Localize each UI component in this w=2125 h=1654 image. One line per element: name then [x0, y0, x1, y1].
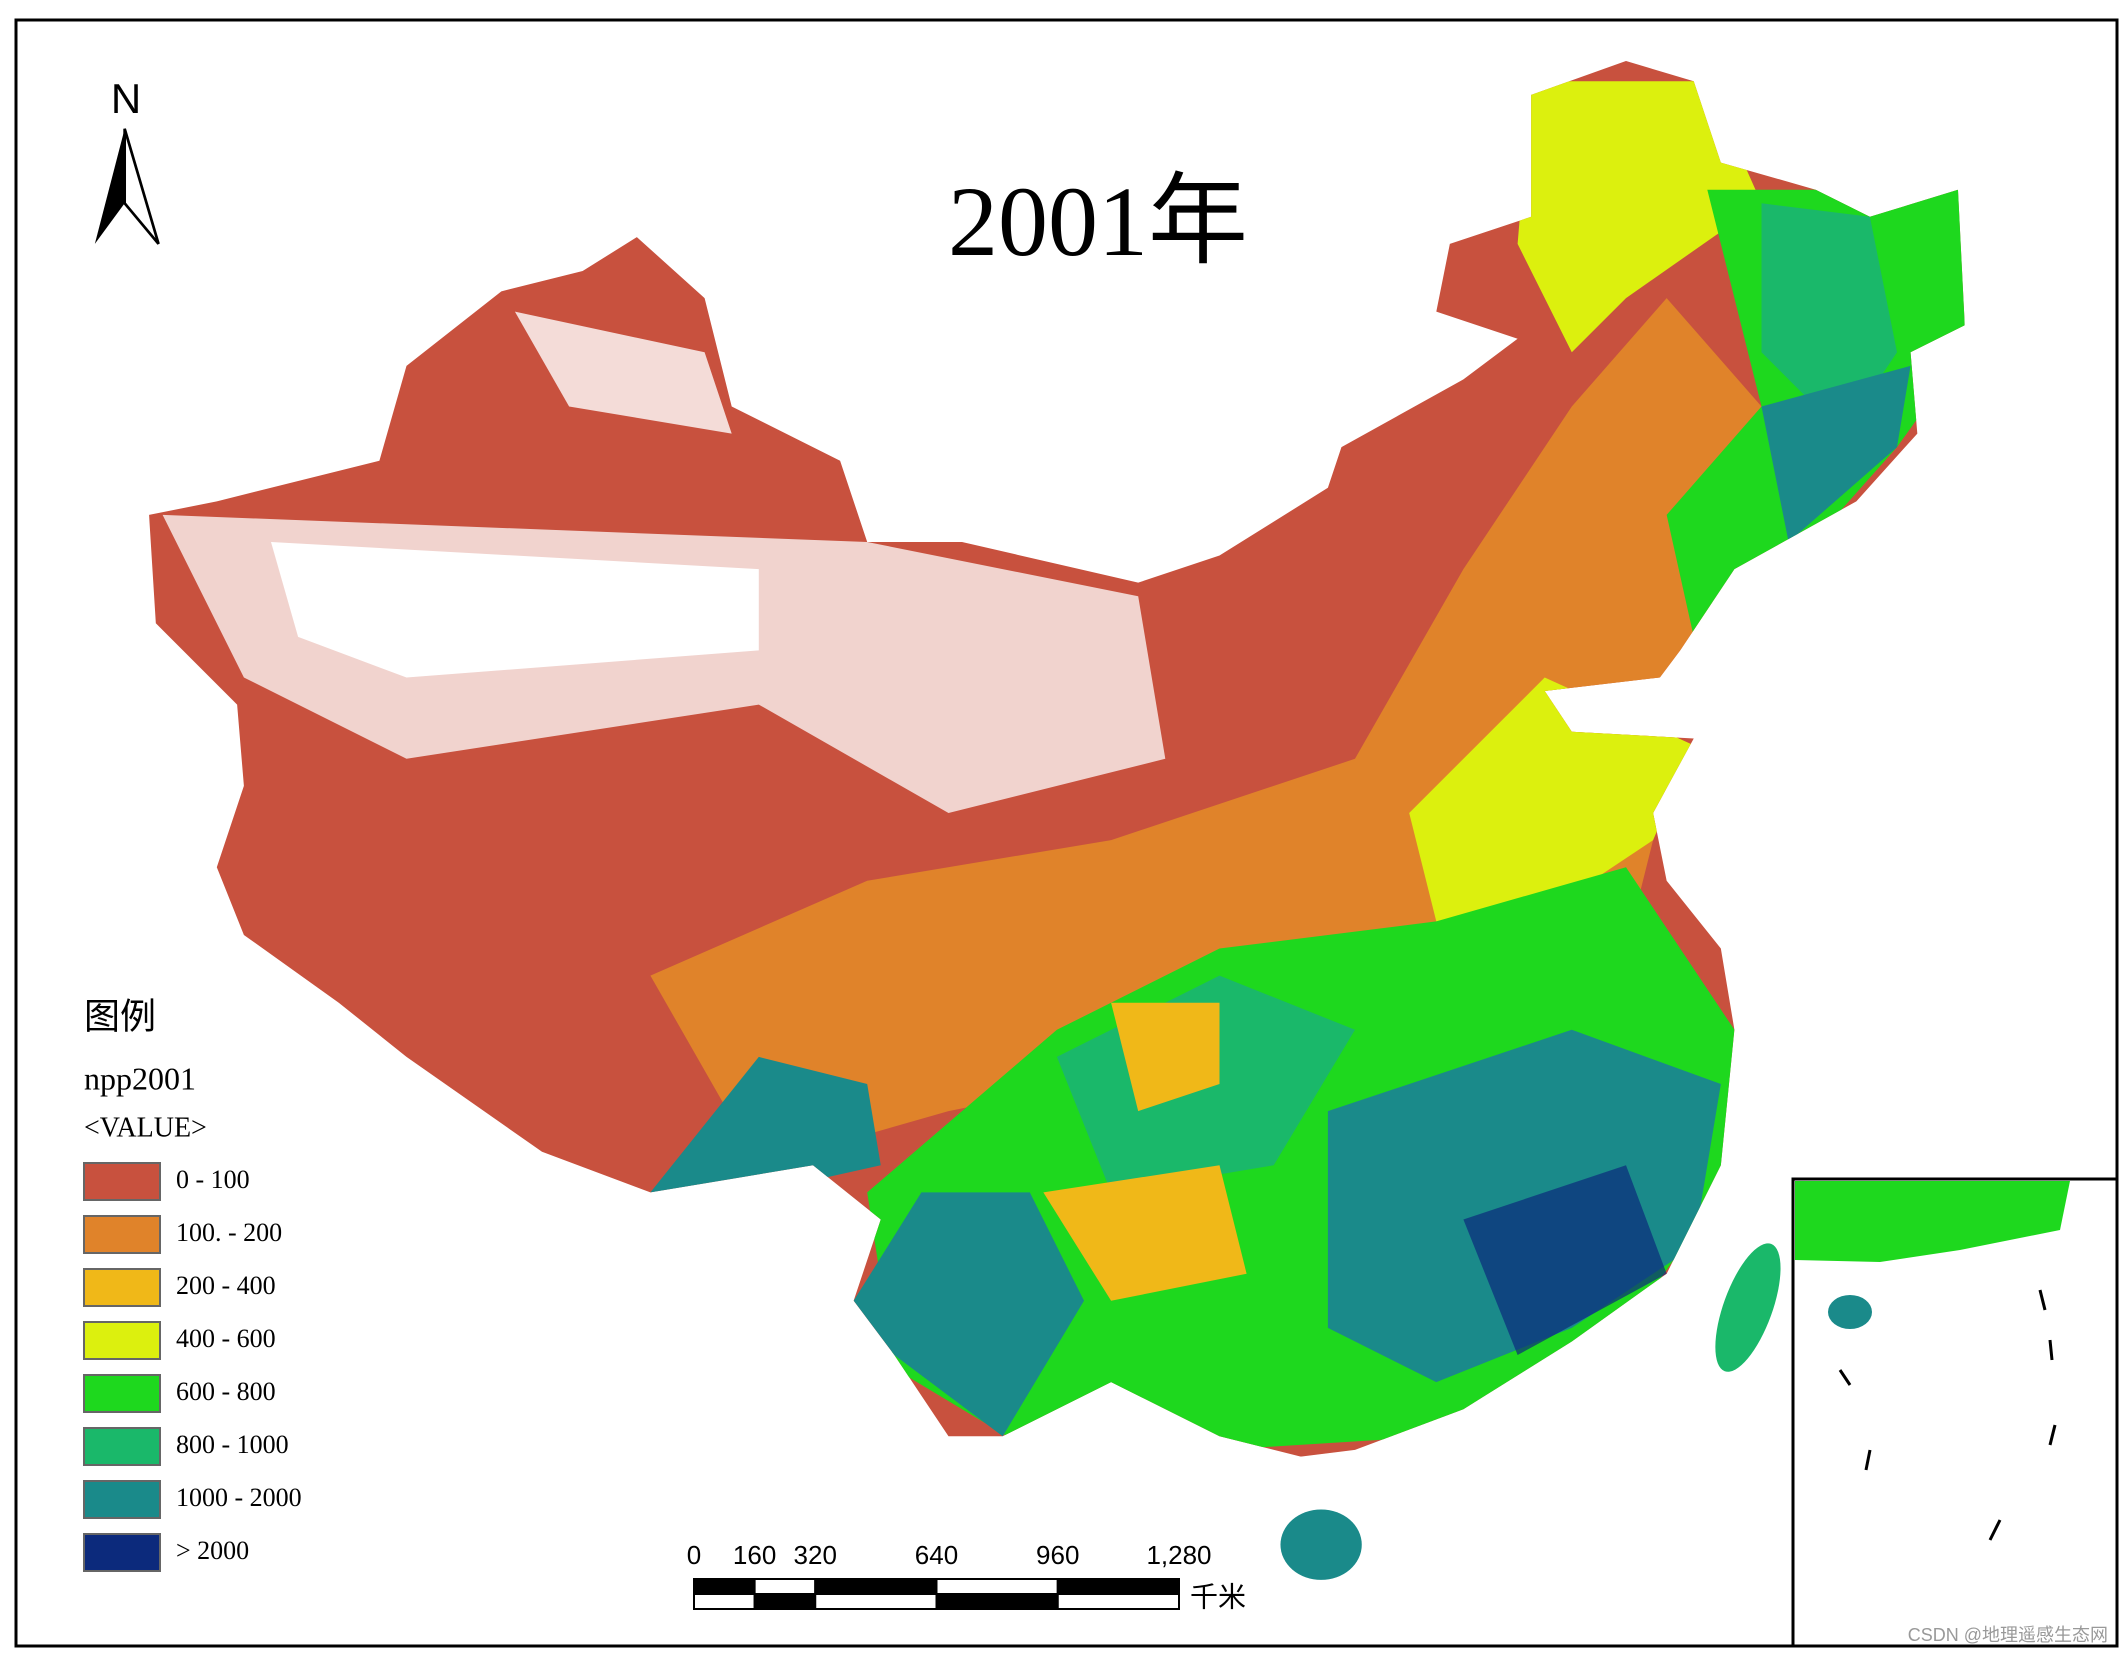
scale-segment [935, 1593, 1059, 1610]
scale-segment [1056, 1593, 1180, 1610]
legend-label: 800 - 1000 [176, 1430, 289, 1459]
china-map [94, 60, 1965, 1580]
legend-swatch [83, 1215, 161, 1254]
legend-swatch [83, 1533, 161, 1572]
scale-tick-label: 320 [794, 1540, 837, 1570]
scale-tick-label: 1,280 [1146, 1540, 1211, 1570]
legend-swatch [83, 1162, 161, 1201]
north-arrow-right [123, 128, 160, 245]
map-title: 2001年 [948, 166, 1248, 277]
legend-label: 1000 - 2000 [176, 1483, 302, 1512]
legend-swatch [83, 1427, 161, 1466]
inset-dashes [1838, 1289, 2057, 1541]
watermark: CSDN @地理遥感生态网 [1908, 1625, 2108, 1645]
legend-swatch [83, 1374, 161, 1413]
legend-swatch [83, 1321, 161, 1360]
legend-field: <VALUE> [84, 1112, 207, 1143]
scale-segment [693, 1593, 756, 1610]
legend-title: 图例 [84, 996, 156, 1036]
scale-segment [814, 1593, 938, 1610]
legend-swatch [83, 1480, 161, 1519]
scale-segment [814, 1578, 938, 1595]
scale-segment [693, 1578, 756, 1595]
scale-segment [1056, 1578, 1180, 1595]
taiwan [1715, 1243, 1781, 1372]
inset-hainan [1828, 1295, 1872, 1329]
legend-label: > 2000 [176, 1536, 249, 1565]
legend-label: 0 - 100 [176, 1165, 250, 1194]
scale-segment [753, 1578, 817, 1595]
scale-segment [753, 1593, 817, 1610]
legend-label: 400 - 600 [176, 1324, 276, 1353]
legend-label: 200 - 400 [176, 1271, 276, 1300]
legend-label: 100. - 200 [176, 1218, 282, 1247]
scale-tick-label: 160 [733, 1540, 776, 1570]
legend-layer: npp2001 [84, 1060, 196, 1096]
scale-tick-label: 0 [687, 1540, 701, 1570]
legend-swatch [83, 1268, 161, 1307]
legend-label: 600 - 800 [176, 1377, 276, 1406]
scale-tick-label: 960 [1036, 1540, 1079, 1570]
map-frame [14, 18, 2119, 1648]
scale-segment [935, 1578, 1059, 1595]
north-label: N [111, 75, 141, 122]
north-arrow-left [94, 128, 125, 244]
scale-unit: 千米 [1190, 1581, 1246, 1613]
hainan [1280, 1509, 1362, 1580]
scale-tick-label: 640 [915, 1540, 958, 1570]
inset-mainland [1795, 1181, 2070, 1262]
